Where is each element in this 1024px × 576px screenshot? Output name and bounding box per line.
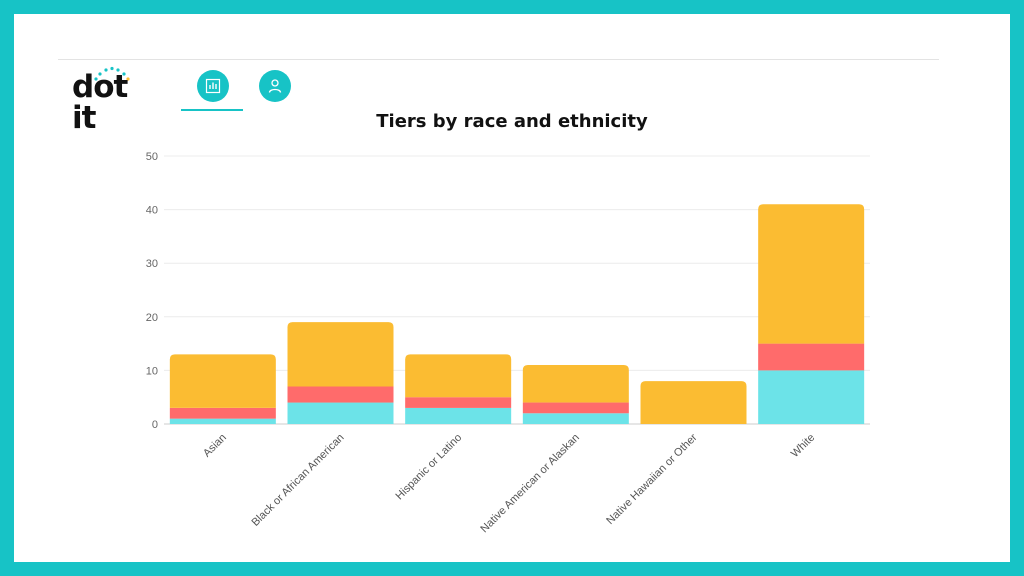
y-tick-label: 10	[146, 365, 158, 377]
bar-segment	[640, 381, 747, 424]
y-tick-label: 30	[146, 258, 158, 270]
x-category-label: Black or African American	[250, 432, 347, 529]
nav-user-button[interactable]	[259, 70, 291, 102]
bar-segment	[169, 354, 276, 408]
bar-segment	[169, 418, 276, 424]
bar-segment	[169, 407, 276, 419]
top-divider	[58, 59, 939, 60]
bar-segment	[758, 343, 865, 371]
nav-chart-button[interactable]	[197, 70, 229, 102]
bar-segment	[758, 370, 865, 424]
bar-segment	[405, 397, 512, 408]
dot-it-logo: dot it	[72, 66, 152, 134]
stacked-bar-chart: 0 10 20 30 40 50 Asian Black or African America…	[146, 151, 870, 536]
y-tick-label: 0	[152, 419, 158, 431]
bar-segment	[522, 365, 629, 403]
bar-segment	[758, 204, 865, 344]
bar-segment	[522, 402, 629, 414]
bar-segment	[405, 354, 512, 398]
bar-segment	[287, 322, 394, 387]
x-category-label: Asian	[201, 432, 229, 460]
bar-segment	[522, 413, 629, 424]
x-category-label: Native American or Alaskan	[478, 432, 582, 536]
bar-segment	[405, 407, 512, 424]
bar-segment	[287, 386, 394, 403]
logo-arc-dots-icon	[94, 66, 130, 81]
page-frame: dot it Tiers by race and ethnicity 0 10 20…	[14, 14, 1010, 562]
y-tick-label: 50	[146, 151, 158, 163]
bar-segment	[287, 402, 394, 424]
y-tick-label: 20	[146, 312, 158, 324]
x-category-label: Hispanic or Latino	[394, 432, 465, 503]
y-tick-label: 40	[146, 205, 158, 217]
user-icon	[268, 79, 282, 93]
x-category-label: White	[789, 432, 817, 460]
logo-text: dot it	[72, 69, 128, 136]
x-category-label: Native Hawaiian or Other	[604, 431, 700, 527]
active-tab-indicator	[181, 109, 243, 111]
chart-title: Tiers by race and ethnicity	[376, 111, 648, 132]
bar-chart-icon	[205, 78, 221, 94]
